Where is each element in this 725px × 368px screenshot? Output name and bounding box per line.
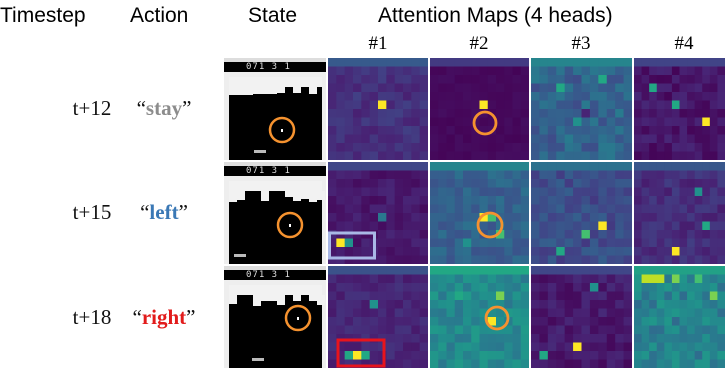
attention-map-row-1-head-1	[328, 58, 428, 160]
highlight-circle	[472, 110, 498, 136]
header-attention: Attention Maps (4 heads)	[378, 4, 613, 27]
action-label-row-2: “left”	[140, 200, 188, 224]
header-timestep: Timestep	[0, 4, 86, 27]
attention-map-row-2-head-3	[531, 162, 632, 264]
state-score-row-1: 071 3 1	[246, 62, 291, 72]
header-head-3: #3	[571, 33, 591, 54]
state-score-row-3: 071 3 1	[246, 270, 291, 280]
state-frame-row-1: 071 3 1	[224, 58, 326, 160]
state-score-row-2: 071 3 1	[246, 166, 291, 176]
attention-map-row-3-head-1	[328, 266, 428, 368]
highlight-circle	[484, 305, 510, 331]
timestep-label-row-3: t+18	[72, 305, 112, 329]
attention-map-row-1-head-4	[634, 58, 725, 160]
header-head-2: #2	[469, 33, 489, 54]
attention-map-row-2-head-2	[430, 162, 529, 264]
header-action: Action	[130, 4, 189, 27]
right-highlight-box	[336, 338, 386, 368]
state-frame-row-3: 071 3 1	[224, 266, 326, 368]
attention-map-row-3-head-3	[531, 266, 632, 368]
header-head-4: #4	[674, 33, 694, 54]
attention-map-row-1-head-2	[430, 58, 529, 160]
action-word-row-2: left	[149, 200, 179, 224]
state-frame-row-2: 071 3 1	[224, 162, 326, 264]
attention-map-row-3-head-2	[430, 266, 529, 368]
action-label-row-3: “right”	[132, 305, 196, 329]
attention-map-row-2-head-1	[328, 162, 428, 264]
timestep-label-row-1: t+12	[72, 96, 112, 120]
action-word-row-1: stay	[145, 96, 183, 120]
header-state: State	[248, 4, 298, 27]
action-label-row-1: “stay”	[136, 96, 192, 120]
attention-map-row-3-head-4	[634, 266, 725, 368]
left-highlight-box	[328, 231, 376, 260]
highlight-circle	[476, 211, 504, 239]
attention-map-row-1-head-3	[531, 58, 632, 160]
timestep-label-row-2: t+15	[72, 200, 112, 224]
header-head-1: #1	[368, 33, 388, 54]
action-word-row-3: right	[141, 305, 187, 329]
attention-map-row-2-head-4	[634, 162, 725, 264]
